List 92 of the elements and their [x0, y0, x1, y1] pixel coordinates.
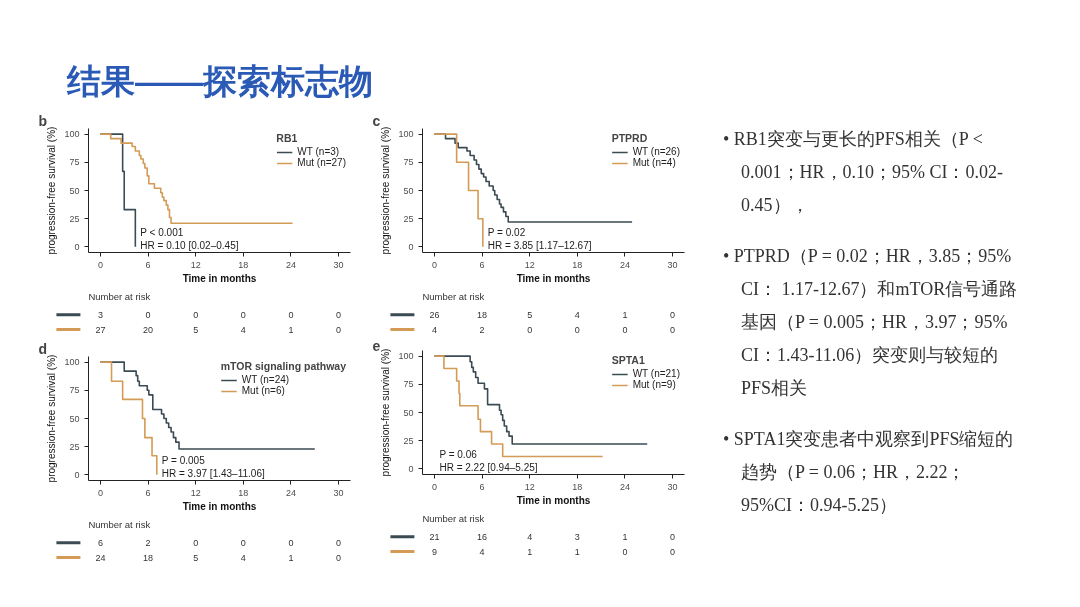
text: 24 18 5 4 1 0	[95, 552, 342, 563]
x-tick-label: 18	[238, 259, 249, 270]
y-tick-label: 0	[74, 469, 80, 480]
text: 4 2 0 0 0 0	[431, 324, 676, 335]
annotation: HR = 3.97 [1.43–11.06]	[161, 467, 265, 479]
x-axis-title: Time in months	[516, 272, 591, 284]
y-tick-label: 50	[69, 413, 80, 424]
y-axis-title: progression-free survival (%)	[380, 348, 392, 477]
x-axis-title: Time in months	[182, 500, 257, 512]
legend-label: WT (n=3)	[297, 146, 340, 157]
x-tick-label: 30	[333, 487, 344, 498]
text: • SPTA1突变患者中观察到PFS缩短的趋势（P = 0.06；HR，2.22；95%CI：0.94-5.25）	[723, 428, 1015, 517]
x-tick-label: 6	[145, 487, 151, 498]
chart-title: c	[372, 112, 381, 129]
legend-title: SPTA1	[611, 354, 646, 366]
legend-label: Mut (n=9)	[632, 379, 676, 390]
x-tick-label: 6	[145, 259, 151, 270]
x-tick-label: 0	[97, 259, 103, 270]
x-tick-label: 30	[667, 259, 678, 270]
text: • PTPRD（P = 0.02；HR，3.85；95% CI： 1.17-12.67）和mTOR信号通路基因（P = 0.005；HR，3.97；95% CI：1.43-11.06）突变则与较短的PFS相关	[723, 245, 1019, 400]
y-tick-label: 25	[69, 441, 80, 452]
x-tick-label: 0	[431, 259, 437, 270]
y-tick-label: 75	[69, 385, 80, 396]
text: Number at risk	[88, 518, 151, 530]
x-tick-label: 6	[479, 481, 485, 492]
text: 3 0 0 0 0 0	[97, 309, 342, 320]
annotation: P < 0.001	[140, 227, 184, 238]
annotation: HR = 2.22 [0.94–5.25]	[439, 461, 538, 473]
legend-title: RB1	[276, 132, 299, 144]
x-tick-label: 24	[285, 259, 296, 270]
legend-label: WT (n=26)	[632, 146, 680, 157]
x-tick-label: 24	[285, 487, 296, 498]
legend-label: Mut (n=4)	[632, 157, 676, 168]
y-axis-title: progression-free survival (%)	[380, 126, 392, 255]
text: 结果——探索标志物	[65, 61, 373, 102]
x-tick-label: 12	[190, 259, 201, 270]
x-tick-label: 30	[333, 259, 344, 270]
legend-label: Mut (n=6)	[241, 385, 285, 396]
x-tick-label: 18	[238, 487, 249, 498]
y-axis-title: progression-free survival (%)	[46, 126, 58, 255]
y-tick-label: 75	[403, 379, 414, 390]
y-axis-title: progression-free survival (%)	[46, 354, 58, 483]
x-tick-label: 0	[431, 481, 437, 492]
text: 9 4 1 1 0 0	[431, 546, 676, 557]
text: 26 18 5 4 1 0	[429, 309, 676, 320]
y-tick-label: 0	[408, 241, 414, 252]
annotation: P = 0.06	[439, 449, 478, 460]
annotation: P = 0.005	[161, 455, 206, 466]
chart-title: b	[38, 112, 48, 129]
y-tick-label: 75	[69, 157, 80, 168]
text: 27 20 5 4 1 0	[95, 324, 342, 335]
y-tick-label: 0	[74, 241, 80, 252]
legend-title: mTOR signaling pathway	[220, 360, 346, 372]
x-tick-label: 12	[190, 487, 201, 498]
x-tick-label: 18	[572, 481, 583, 492]
y-tick-label: 0	[408, 463, 414, 474]
x-tick-label: 24	[619, 481, 630, 492]
x-axis-title: Time in months	[516, 494, 591, 506]
legend-title: PTPRD	[611, 132, 649, 144]
x-tick-label: 6	[479, 259, 485, 270]
y-tick-label: 25	[403, 213, 414, 224]
text: Number at risk	[88, 290, 151, 302]
y-tick-label: 50	[403, 185, 414, 196]
legend-label: Mut (n=27)	[297, 157, 346, 168]
x-tick-label: 18	[572, 259, 583, 270]
text: 6 2 0 0 0 0	[97, 537, 342, 548]
x-tick-label: 12	[524, 481, 535, 492]
y-tick-label: 50	[403, 407, 414, 418]
annotation: HR = 0.10 [0.02–0.45]	[140, 239, 239, 251]
y-tick-label: 75	[403, 157, 414, 168]
x-tick-label: 0	[97, 487, 103, 498]
x-tick-label: 30	[667, 481, 678, 492]
y-tick-label: 100	[398, 129, 414, 140]
y-tick-label: 25	[403, 435, 414, 446]
x-axis-title: Time in months	[182, 272, 257, 284]
legend-label: WT (n=21)	[632, 368, 680, 379]
x-tick-label: 12	[524, 259, 535, 270]
y-tick-label: 100	[64, 357, 80, 368]
y-tick-label: 25	[69, 213, 80, 224]
y-tick-label: 100	[64, 129, 80, 140]
annotation: P = 0.02	[487, 227, 526, 238]
chart-title: d	[38, 340, 48, 357]
text: 21 16 4 3 1 0	[429, 531, 676, 542]
text: Number at risk	[422, 290, 485, 302]
y-tick-label: 50	[69, 185, 80, 196]
chart-title: e	[372, 337, 381, 354]
annotation: HR = 3.85 [1.17–12.67]	[487, 239, 592, 251]
x-tick-label: 24	[619, 259, 630, 270]
y-tick-label: 100	[398, 351, 414, 362]
text: • RB1突变与更长的PFS相关（P < 0.001；HR，0.10；95% CI：0.02-0.45），	[723, 128, 1004, 217]
legend-label: WT (n=24)	[241, 374, 290, 385]
text: Number at risk	[422, 512, 485, 524]
